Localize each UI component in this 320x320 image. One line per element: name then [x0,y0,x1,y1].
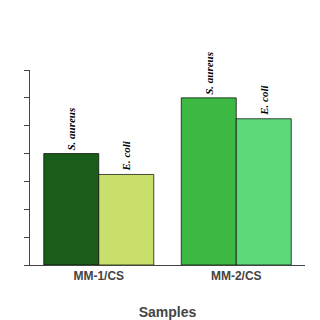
svg-text:MM-1/CS: MM-1/CS [73,269,124,283]
svg-text:E. coli: E. coli [258,84,270,115]
svg-text:Samples: Samples [139,304,197,320]
svg-text:MM-2/CS: MM-2/CS [211,269,262,283]
svg-text:S. aureus: S. aureus [65,108,77,151]
svg-text:S. aureus: S. aureus [203,52,215,95]
svg-text:E. coli: E. coli [120,140,132,171]
